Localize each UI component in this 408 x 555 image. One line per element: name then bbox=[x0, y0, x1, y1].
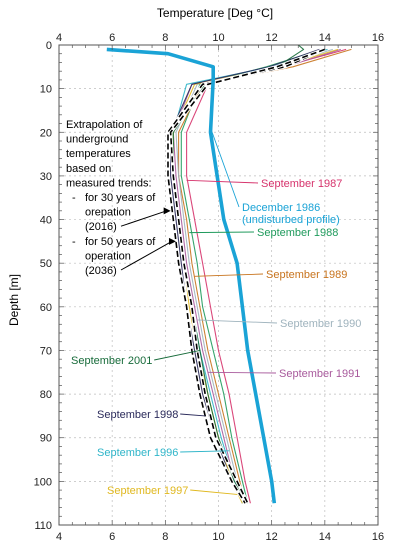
y-tick-label: 90 bbox=[40, 433, 52, 445]
series-group bbox=[106, 44, 352, 505]
series-line-for-50-years-of-operation-2036 bbox=[169, 48, 326, 504]
extrapolation-item-line: (2016) bbox=[85, 221, 117, 233]
y-tick-label: 110 bbox=[34, 520, 52, 532]
annotation-label-september-1996: September 1996 bbox=[97, 447, 178, 459]
y-tick-label: 0 bbox=[46, 40, 52, 52]
x-tick-label-top: 6 bbox=[109, 32, 115, 44]
x-tick-label-top: 12 bbox=[266, 32, 278, 44]
x-tick-label-top: 14 bbox=[319, 32, 331, 44]
extrapolation-item-line: operation bbox=[85, 250, 131, 262]
annotation-leader-september-1990 bbox=[197, 319, 278, 324]
extrapolation-note-line: temperatures bbox=[66, 148, 131, 160]
y-tick-label: 30 bbox=[40, 171, 52, 183]
y-tick-label: 60 bbox=[40, 302, 52, 314]
annotation-leader-december-1986 bbox=[210, 127, 240, 208]
annotation-label-december-1986: (undisturbed profile) bbox=[242, 214, 340, 226]
y-tick-label: 100 bbox=[34, 476, 52, 488]
annotation-label-september-2001: September 2001 bbox=[71, 355, 152, 367]
series-line-september-1988 bbox=[180, 48, 323, 504]
x-tick-label-top: 16 bbox=[372, 32, 384, 44]
series-line-for-30-years-of-orepation-2016 bbox=[167, 48, 326, 504]
annotation-label-september-1991: September 1991 bbox=[279, 368, 360, 380]
series-line-december-1986 bbox=[106, 47, 277, 504]
plot-frame bbox=[58, 44, 379, 526]
x-tick-label-bottom: 4 bbox=[56, 531, 62, 543]
extrapolation-arrow-line bbox=[120, 210, 167, 227]
x-tick-label-bottom: 16 bbox=[372, 531, 384, 543]
y-tick-label: 70 bbox=[40, 345, 52, 357]
y-tick-label: 40 bbox=[40, 215, 52, 227]
annotation-leader-september-1996 bbox=[180, 450, 230, 453]
extrapolation-bullet: - bbox=[72, 236, 76, 248]
extrapolation-bullet: - bbox=[72, 192, 76, 204]
annotation-label-september-1987: September 1987 bbox=[261, 178, 342, 190]
y-tick-label: 20 bbox=[40, 127, 52, 139]
y-tick-label: 80 bbox=[40, 389, 52, 401]
annotation-leader-september-1988 bbox=[189, 231, 255, 234]
x-tick-label-bottom: 8 bbox=[162, 531, 168, 543]
x-tick-label-bottom: 6 bbox=[109, 531, 115, 543]
tick-labels: 4 4 6 6 8 8 10 10 12 12 14 14 16 16 0 10 20 30 40 50 60 70 80 9… bbox=[34, 32, 384, 543]
annotation-leader-september-1997 bbox=[190, 489, 238, 495]
extrapolation-note-line: based on bbox=[66, 163, 111, 175]
x-tick-label-top: 4 bbox=[56, 32, 62, 44]
y-axis-title: Depth [m] bbox=[7, 274, 21, 326]
extrapolation-item-line: (2036) bbox=[85, 265, 117, 277]
annotation-leader-september-1991 bbox=[207, 371, 277, 374]
x-tick-label-bottom: 12 bbox=[266, 531, 278, 543]
annotation-label-september-1998: September 1998 bbox=[97, 409, 178, 421]
extrapolation-note-line: underground bbox=[66, 134, 128, 146]
y-tick-label: 10 bbox=[40, 84, 52, 96]
extrapolation-arrow-head bbox=[168, 237, 176, 245]
annotation-leader-september-1987 bbox=[186, 179, 259, 184]
x-tick-label-bottom: 10 bbox=[212, 531, 224, 543]
x-tick-label-top: 8 bbox=[162, 32, 168, 44]
annotation-leader-september-2001 bbox=[154, 350, 200, 361]
extrapolation-item-line: for 50 years of bbox=[85, 236, 156, 248]
extrapolation-note-line: measured trends: bbox=[66, 177, 152, 189]
extrapolation-arrow-line bbox=[120, 240, 173, 271]
annotation-label-september-1990: September 1990 bbox=[280, 318, 361, 330]
annotation-label-december-1986: December 1986 bbox=[242, 202, 320, 214]
extrapolation-item-line: orepation bbox=[85, 207, 131, 219]
annotation-label-september-1989: September 1989 bbox=[266, 269, 347, 281]
annotation-label-september-1997: September 1997 bbox=[107, 485, 188, 497]
annotations: December 1986(undisturbed profile)Septem… bbox=[66, 119, 361, 497]
x-tick-label-top: 10 bbox=[212, 32, 224, 44]
extrapolation-item-line: for 30 years of bbox=[85, 192, 156, 204]
x-axis-title: Temperature [Deg °C] bbox=[157, 6, 273, 20]
extrapolation-arrow-head bbox=[163, 207, 171, 215]
annotation-leader-september-1989 bbox=[194, 273, 264, 277]
grid bbox=[59, 45, 378, 525]
y-tick-label: 50 bbox=[40, 258, 52, 270]
annotation-label-september-1988: September 1988 bbox=[257, 227, 338, 239]
annotation-leader-september-1998 bbox=[180, 413, 206, 417]
x-tick-label-bottom: 14 bbox=[319, 531, 331, 543]
extrapolation-note-line: Extrapolation of bbox=[66, 119, 143, 131]
